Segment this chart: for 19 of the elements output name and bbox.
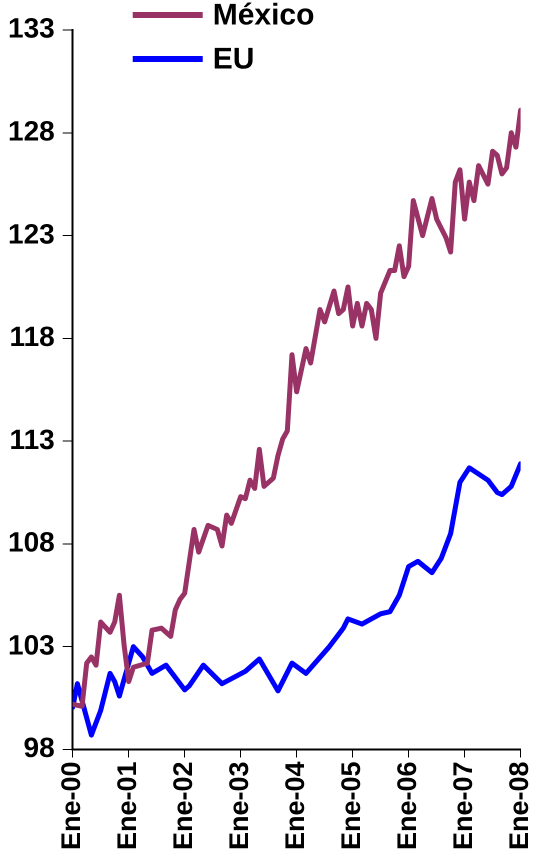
legend-label: México [212, 0, 314, 32]
x-tick-label: Ene-07 [448, 761, 478, 850]
x-tick-label: Ene-04 [280, 761, 310, 850]
y-tick-label: 98 [24, 732, 55, 764]
y-tick-label: 103 [8, 629, 55, 660]
x-tick-label: Ene-01 [112, 761, 142, 850]
x-tick-label: Ene-03 [224, 761, 254, 850]
y-tick-label: 113 [10, 424, 55, 455]
x-tick-label: Ene-08 [504, 761, 534, 850]
y-tick-label: 118 [10, 321, 55, 352]
legend-label: EU [212, 42, 254, 76]
x-tick-label: Ene-06 [392, 761, 422, 850]
y-tick-label: 123 [8, 218, 55, 250]
y-tick-label: 128 [8, 116, 55, 146]
y-tick-label: 133 [8, 12, 55, 44]
x-tick-label: Ene-02 [168, 761, 198, 850]
x-tick-label: Ene-00 [56, 761, 86, 850]
y-tick-label: 108 [8, 526, 55, 558]
x-tick-label: Ene-05 [336, 761, 366, 850]
